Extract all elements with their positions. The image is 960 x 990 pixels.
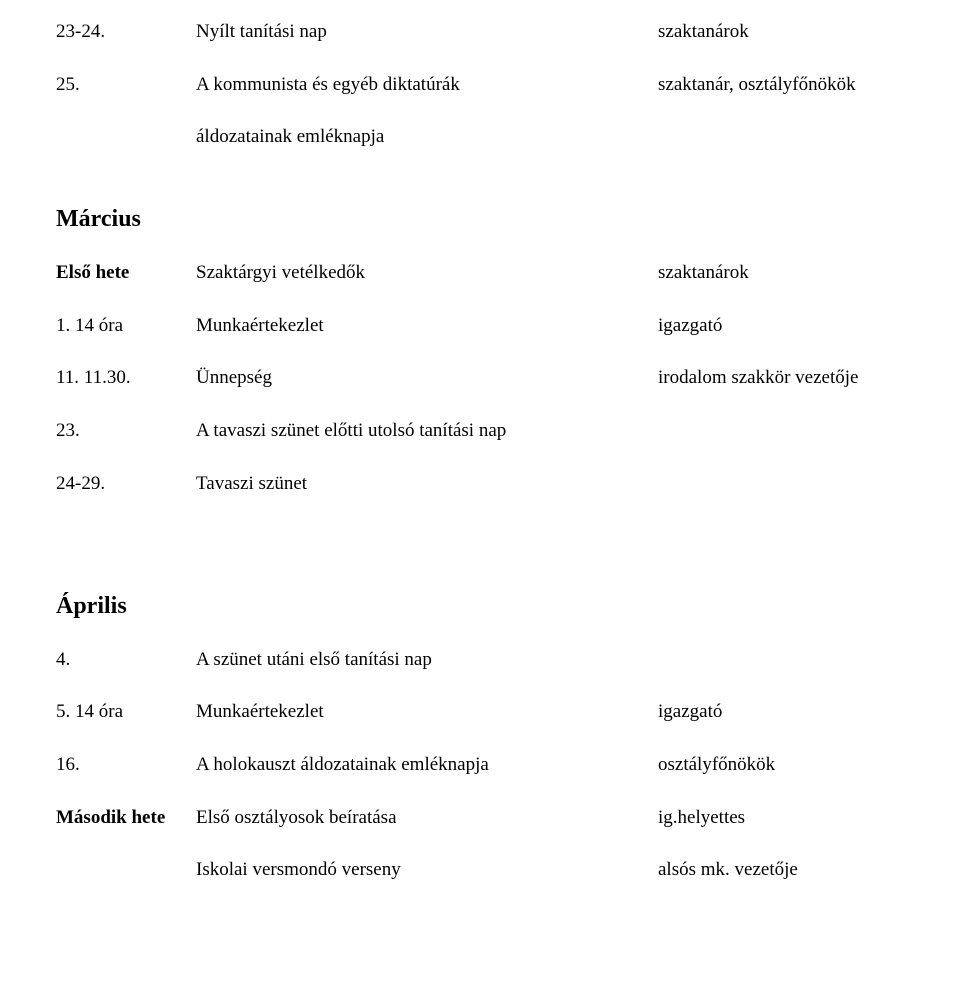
april-indent-row: Iskolai versmondó verseny alsós mk. veze… [56, 858, 904, 883]
april-heading: Április [56, 593, 904, 620]
april-row: Második hete Első osztályosok beíratása … [56, 806, 904, 831]
row-left: 24-29. [56, 472, 196, 497]
row-mid: Iskolai versmondó verseny [196, 858, 658, 883]
row-mid: A tavaszi szünet előtti utolsó tanítási … [196, 419, 658, 444]
row-left [56, 858, 196, 883]
row-mid: A holokauszt áldozatainak emléknapja [196, 753, 658, 778]
row-mid: Ünnepség [196, 366, 658, 391]
row-mid: A szünet utáni első tanítási nap [196, 648, 658, 673]
row-left: Első hete [56, 261, 196, 286]
row-left: 25. [56, 73, 196, 98]
row-right: igazgató [658, 700, 904, 725]
march-row: 1. 14 óra Munkaértekezlet igazgató [56, 314, 904, 339]
row-right: irodalom szakkör vezetője [658, 366, 904, 391]
row-left: 23-24. [56, 20, 196, 45]
april-row: 5. 14 óra Munkaértekezlet igazgató [56, 700, 904, 725]
row-right [658, 648, 904, 673]
row-mid: A kommunista és egyéb diktatúrák [196, 73, 658, 98]
row-mid: Szaktárgyi vetélkedők [196, 261, 658, 286]
row-right: ig.helyettes [658, 806, 904, 831]
march-row: 23. A tavaszi szünet előtti utolsó tanít… [56, 419, 904, 444]
row-mid: Munkaértekezlet [196, 314, 658, 339]
row-left: 4. [56, 648, 196, 673]
intro-row: 23-24. Nyílt tanítási nap szaktanárok [56, 20, 904, 45]
row-mid: Munkaértekezlet [196, 700, 658, 725]
row-mid: Első osztályosok beíratása [196, 806, 658, 831]
row-right [658, 419, 904, 444]
row-left: 5. 14 óra [56, 700, 196, 725]
intro-indent-line: áldozatainak emléknapja [196, 125, 904, 150]
march-heading: Március [56, 206, 904, 233]
row-left: 1. 14 óra [56, 314, 196, 339]
row-right [658, 472, 904, 497]
row-mid: Tavaszi szünet [196, 472, 658, 497]
row-right: alsós mk. vezetője [658, 858, 904, 883]
april-row: 16. A holokauszt áldozatainak emléknapja… [56, 753, 904, 778]
april-row: 4. A szünet utáni első tanítási nap [56, 648, 904, 673]
row-left: 23. [56, 419, 196, 444]
row-left: 11. 11.30. [56, 366, 196, 391]
row-right: szaktanár, osztályfőnökök [658, 73, 904, 98]
row-right: igazgató [658, 314, 904, 339]
intro-row: 25. A kommunista és egyéb diktatúrák sza… [56, 73, 904, 98]
march-row: 11. 11.30. Ünnepség irodalom szakkör vez… [56, 366, 904, 391]
row-left: 16. [56, 753, 196, 778]
march-row: 24-29. Tavaszi szünet [56, 472, 904, 497]
row-left: Második hete [56, 806, 196, 831]
row-right: osztályfőnökök [658, 753, 904, 778]
row-right: szaktanárok [658, 20, 904, 45]
row-right: szaktanárok [658, 261, 904, 286]
march-row: Első hete Szaktárgyi vetélkedők szaktaná… [56, 261, 904, 286]
row-mid: Nyílt tanítási nap [196, 20, 658, 45]
